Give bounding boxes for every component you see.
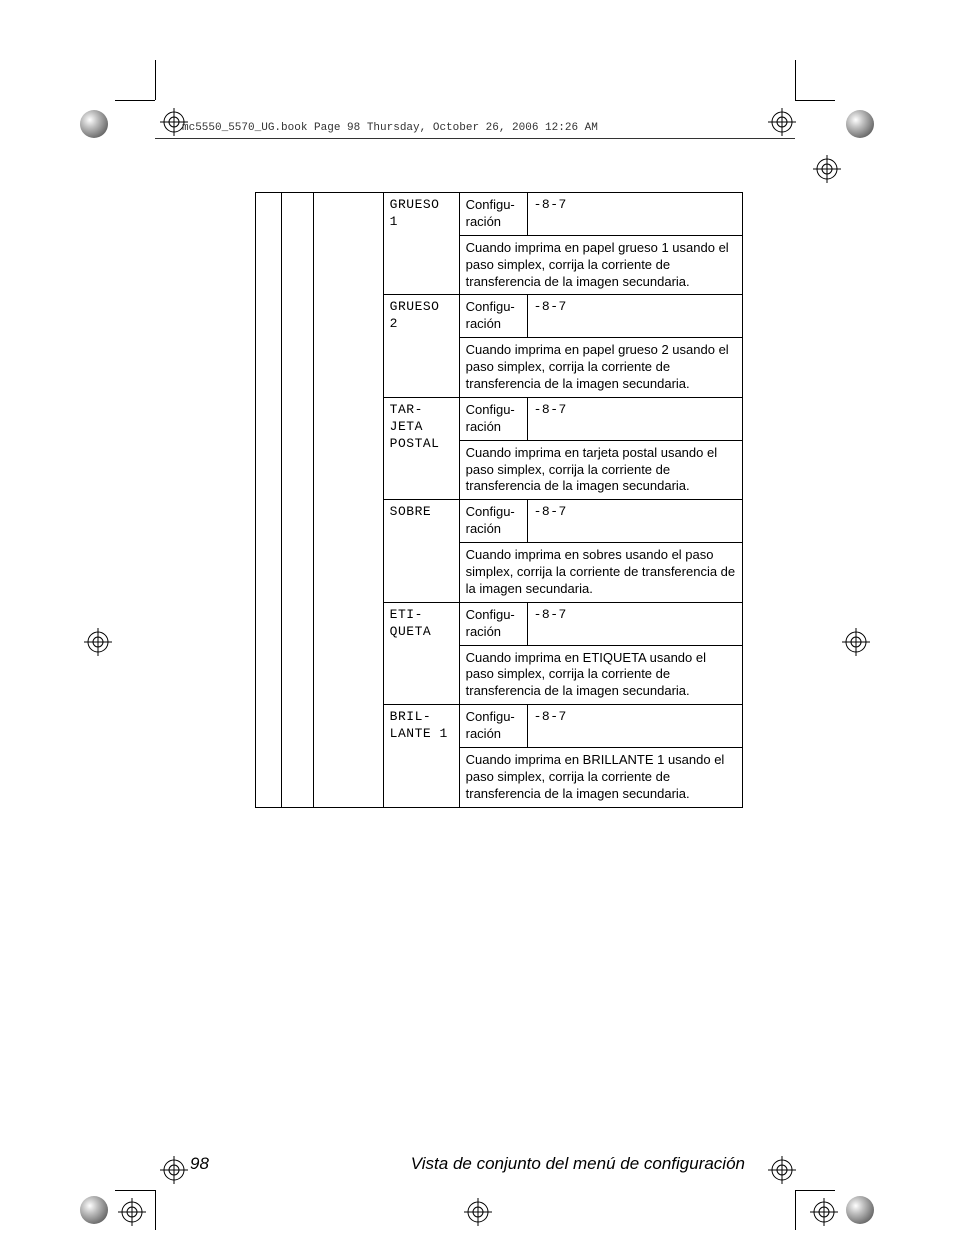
row-desc-2: Cuando imprima en tarjeta postal usando … bbox=[459, 440, 742, 500]
reg-mark-br2 bbox=[768, 1156, 796, 1184]
header-rule bbox=[155, 138, 795, 139]
corner-ball-tr bbox=[846, 110, 874, 138]
row-cfg-1: Configu-ración bbox=[459, 295, 527, 338]
footer-title: Vista de conjunto del menú de configurac… bbox=[411, 1154, 745, 1174]
row-desc-5: Cuando imprima en BRILLANTE 1 usando el … bbox=[459, 748, 742, 808]
row-desc-3: Cuando imprima en sobres usando el paso … bbox=[459, 543, 742, 603]
row-val-1: -8-7 bbox=[527, 295, 742, 338]
row-cfg-2: Configu-ración bbox=[459, 397, 527, 440]
corner-ball-br bbox=[846, 1196, 874, 1224]
row-cfg-3: Configu-ración bbox=[459, 500, 527, 543]
reg-mark-bl bbox=[118, 1198, 146, 1226]
row-val-3: -8-7 bbox=[527, 500, 742, 543]
row-label-3: SOBRE bbox=[383, 500, 459, 602]
row-label-1: GRUESO 2 bbox=[383, 295, 459, 397]
row-desc-0: Cuando imprima en papel grueso 1 usando … bbox=[459, 235, 742, 295]
row-label-5: BRIL-LANTE 1 bbox=[383, 705, 459, 807]
reg-mark-mr bbox=[842, 628, 870, 656]
col-spacer-1 bbox=[256, 193, 282, 808]
corner-ball-bl bbox=[80, 1196, 108, 1224]
row-val-2: -8-7 bbox=[527, 397, 742, 440]
col-spacer-3 bbox=[313, 193, 383, 808]
page-number: 98 bbox=[190, 1154, 209, 1174]
reg-mark-bl2 bbox=[160, 1156, 188, 1184]
footer: 98 Vista de conjunto del menú de configu… bbox=[190, 1154, 745, 1174]
reg-mark-br bbox=[810, 1198, 838, 1226]
reg-mark-tr3 bbox=[813, 155, 841, 183]
row-label-0: GRUESO 1 bbox=[383, 193, 459, 295]
row-cfg-5: Configu-ración bbox=[459, 705, 527, 748]
row-cfg-4: Configu-ración bbox=[459, 602, 527, 645]
header-meta: mc5550_5570_UG.book Page 98 Thursday, Oc… bbox=[182, 122, 598, 134]
reg-mark-bm bbox=[464, 1198, 492, 1226]
row-val-4: -8-7 bbox=[527, 602, 742, 645]
row-val-0: -8-7 bbox=[527, 193, 742, 236]
config-table: GRUESO 1 Configu-ración -8-7 Cuando impr… bbox=[255, 192, 743, 808]
row-desc-1: Cuando imprima en papel grueso 2 usando … bbox=[459, 338, 742, 398]
row-cfg-0: Configu-ración bbox=[459, 193, 527, 236]
row-desc-4: Cuando imprima en ETIQUETA usando el pas… bbox=[459, 645, 742, 705]
reg-mark-ml bbox=[84, 628, 112, 656]
reg-mark-tr2 bbox=[768, 108, 796, 136]
row-val-5: -8-7 bbox=[527, 705, 742, 748]
corner-ball-tl bbox=[80, 110, 108, 138]
col-spacer-2 bbox=[281, 193, 313, 808]
row-label-2: TAR-JETA POSTAL bbox=[383, 397, 459, 499]
row-label-4: ETI-QUETA bbox=[383, 602, 459, 704]
